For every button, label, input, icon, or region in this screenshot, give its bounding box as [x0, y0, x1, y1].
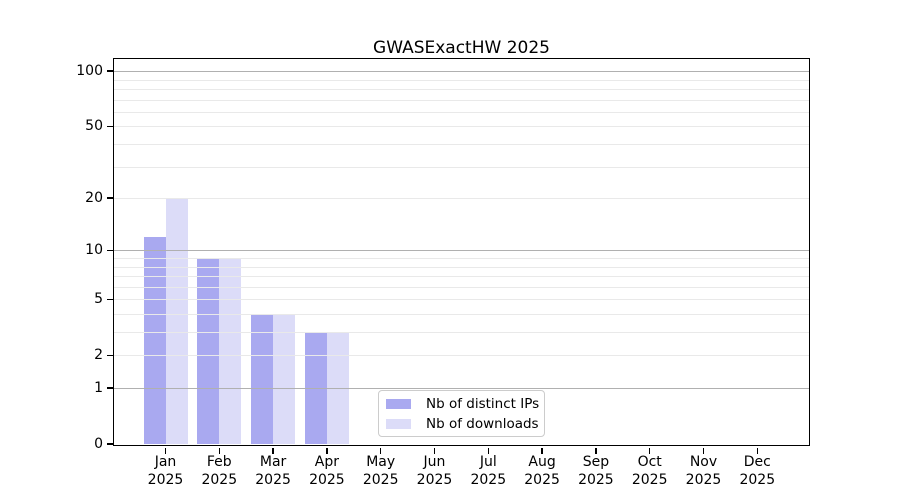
y-tick-mark-10 — [106, 249, 113, 252]
minor-gridline-20 — [114, 198, 809, 200]
x-tick-label-feb: Feb 2025 — [201, 453, 237, 489]
month-label: Jan — [154, 454, 177, 470]
month-label: Nov — [689, 454, 718, 470]
month-label: Oct — [637, 454, 662, 470]
x-tick-label-nov: Nov 2025 — [686, 453, 722, 489]
minor-gridline-90 — [114, 79, 809, 81]
x-tick-label-aug: Aug 2025 — [524, 453, 560, 489]
x-tick-mark-aug — [541, 448, 543, 454]
legend-item-distinct-ips: Nb of distinct IPs — [386, 395, 540, 412]
x-tick-label-dec: Dec 2025 — [739, 453, 775, 489]
chart-title: GWASExactHW 2025 — [373, 38, 550, 58]
x-tick-label-may: May 2025 — [363, 453, 399, 489]
minor-gridline-3 — [114, 332, 809, 334]
y-tick-mark-5 — [106, 298, 113, 300]
bar-nb-of-distinct-ips-jan — [143, 236, 166, 444]
bar-nb-of-downloads-jan — [165, 198, 188, 444]
y-tick-mark-50 — [106, 125, 113, 128]
year-label: 2025 — [362, 472, 399, 488]
minor-gridline-70 — [114, 99, 809, 101]
month-label: Mar — [259, 454, 287, 470]
y-tick-label-0: 0 — [94, 436, 103, 452]
y-tick-mark-0 — [106, 443, 113, 445]
year-label: 2025 — [201, 472, 238, 488]
month-label: Apr — [314, 454, 340, 470]
year-label: 2025 — [685, 472, 722, 488]
year-label: 2025 — [147, 472, 184, 488]
legend: Nb of distinct IPs Nb of downloads — [378, 390, 545, 437]
major-gridline-10 — [114, 249, 809, 252]
y-tick-mark-20 — [106, 197, 113, 199]
month-label: Feb — [206, 454, 232, 470]
year-label: 2025 — [255, 472, 291, 488]
year-label: 2025 — [524, 472, 560, 488]
x-tick-mark-sep — [595, 448, 597, 454]
x-tick-label-oct: Oct 2025 — [632, 453, 668, 489]
year-label: 2025 — [470, 472, 507, 488]
legend-label-distinct-ips: Nb of distinct IPs — [426, 395, 540, 412]
y-tick-label-100: 100 — [76, 63, 103, 80]
x-tick-mark-apr — [326, 448, 328, 454]
y-tick-label-50: 50 — [85, 118, 103, 135]
minor-gridline-6 — [114, 286, 809, 288]
y-tick-mark-1 — [106, 387, 113, 389]
bar-nb-of-distinct-ips-mar — [251, 313, 274, 444]
bar-nb-of-downloads-mar — [273, 313, 296, 444]
y-tick-label-1: 1 — [94, 380, 103, 396]
x-tick-mark-oct — [648, 448, 651, 454]
minor-gridline-7 — [114, 276, 809, 278]
x-tick-mark-jul — [487, 448, 490, 454]
x-tick-mark-jan — [164, 448, 167, 454]
legend-label-downloads: Nb of downloads — [426, 415, 539, 432]
month-label: Dec — [743, 454, 771, 470]
major-gridline-100 — [114, 70, 809, 72]
year-label: 2025 — [739, 472, 776, 488]
year-label: 2025 — [416, 472, 453, 488]
month-label: Aug — [528, 454, 556, 470]
minor-gridline-60 — [114, 111, 809, 113]
legend-swatch-distinct-ips — [386, 398, 411, 409]
x-tick-label-mar: Mar 2025 — [255, 453, 291, 489]
x-tick-label-sep: Sep 2025 — [578, 453, 614, 489]
x-tick-mark-may — [379, 448, 382, 454]
x-tick-label-jan: Jan 2025 — [148, 453, 184, 489]
year-label: 2025 — [309, 472, 345, 488]
minor-gridline-2 — [114, 355, 809, 357]
legend-item-downloads: Nb of downloads — [386, 415, 539, 432]
x-tick-label-apr: Apr 2025 — [309, 453, 345, 489]
bar-nb-of-distinct-ips-feb — [197, 258, 220, 444]
legend-swatch-downloads — [386, 418, 411, 429]
month-label: May — [366, 454, 396, 470]
x-tick-mark-mar — [272, 448, 274, 454]
y-tick-mark-100 — [106, 70, 113, 72]
minor-gridline-4 — [114, 313, 809, 315]
minor-gridline-50 — [114, 126, 809, 128]
major-gridline-1 — [114, 387, 809, 389]
x-tick-mark-jun — [433, 448, 436, 454]
minor-gridline-30 — [114, 166, 809, 168]
x-tick-mark-nov — [702, 448, 705, 454]
x-tick-label-jul: Jul 2025 — [470, 453, 506, 489]
x-tick-mark-feb — [218, 448, 221, 454]
minor-gridline-5 — [114, 299, 809, 301]
x-tick-label-jun: Jun 2025 — [417, 453, 453, 489]
y-tick-label-2: 2 — [94, 347, 103, 364]
month-label: Jul — [479, 454, 497, 470]
bar-nb-of-downloads-feb — [219, 258, 242, 444]
y-tick-mark-2 — [106, 354, 113, 356]
plot-area: 0 1 2 5 10 20 50 100 Jan 2025 Feb 2025 Mar 2025 Apr 202… — [76, 58, 810, 488]
month-label: Sep — [582, 454, 610, 470]
x-tick-mark-dec — [756, 448, 759, 454]
month-label: Jun — [423, 454, 446, 470]
minor-gridline-9 — [114, 258, 809, 259]
minor-gridline-80 — [114, 89, 809, 91]
y-tick-label-5: 5 — [94, 291, 103, 308]
year-label: 2025 — [631, 472, 668, 488]
minor-gridline-8 — [114, 266, 809, 268]
year-label: 2025 — [578, 472, 614, 488]
y-tick-label-10: 10 — [85, 242, 103, 259]
minor-gridline-40 — [114, 144, 809, 146]
y-tick-label-20: 20 — [85, 190, 103, 207]
